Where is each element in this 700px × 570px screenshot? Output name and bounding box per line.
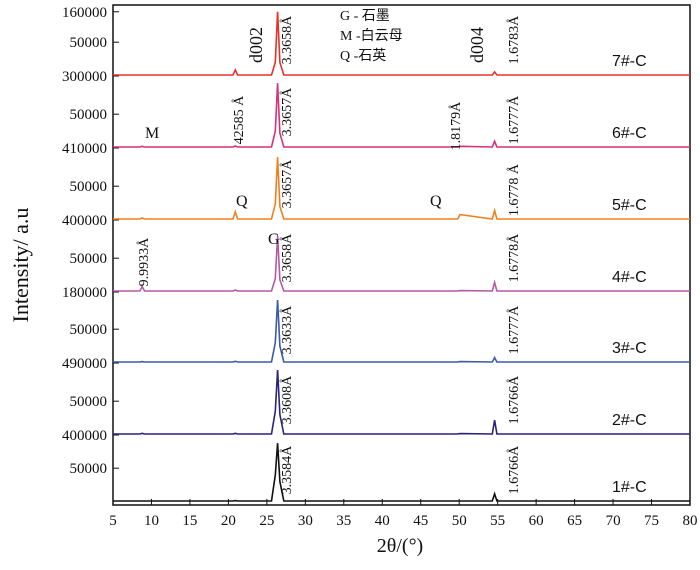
annotation: 1.6783Å	[506, 15, 522, 65]
y-tick-label: 410000	[62, 141, 107, 157]
annotation: 1.6777Å	[506, 305, 522, 355]
data-line	[113, 235, 690, 292]
x-tick-label: 40	[375, 513, 390, 529]
y-tick-label: 400000	[62, 213, 107, 229]
y-tick-label: 50000	[70, 251, 108, 267]
annotation: 1.6766Å	[506, 375, 522, 425]
x-tick-label: 30	[298, 513, 313, 529]
annotation: 3.3657Å	[279, 87, 295, 137]
data-line	[113, 443, 690, 502]
annotation: d002	[246, 27, 266, 63]
annotation: M -白云母	[340, 28, 403, 44]
data-line	[113, 157, 690, 220]
plot-frame	[112, 4, 691, 506]
y-tick-label: 160000	[62, 5, 107, 21]
annotation: 3.3584Å	[279, 445, 295, 495]
x-tick-label: 50	[452, 513, 467, 529]
y-tick-label: 180000	[62, 285, 107, 301]
data-line	[113, 300, 690, 363]
y-tick-label: 490000	[62, 356, 107, 372]
annotation: Q	[236, 193, 248, 210]
annotation: d004	[467, 27, 487, 63]
series-label: 5#-C	[612, 197, 647, 214]
annotation: 3.3633Å	[279, 305, 295, 355]
x-tick-label: 35	[336, 513, 351, 529]
data-line	[113, 11, 690, 76]
series-label: 4#-C	[612, 269, 647, 286]
series-label: 1#-C	[612, 479, 647, 496]
x-tick-label: 25	[259, 513, 274, 529]
y-tick-label: 400000	[62, 428, 107, 444]
x-axis-title: 2θ/(°)	[377, 535, 423, 557]
annotation: 3.3608Å	[279, 375, 295, 425]
annotation: Q -石英	[340, 47, 386, 64]
y-tick-label: 50000	[70, 35, 108, 51]
x-tick-label: 10	[144, 513, 159, 529]
annotation: Q	[430, 193, 442, 210]
annotation: 9.9933Å	[136, 237, 152, 287]
x-tick-label: 60	[529, 513, 544, 529]
x-tick-label: 65	[567, 513, 582, 529]
series-label: 2#-C	[612, 412, 647, 429]
annotation: G - 石墨	[340, 9, 390, 24]
x-tick-label: 5	[109, 513, 117, 529]
y-tick-label: 300000	[62, 69, 107, 85]
x-tick-label: 80	[683, 513, 698, 529]
x-tick-label: 45	[413, 513, 428, 529]
annotation: 1.6778Å	[506, 233, 522, 283]
annotation: 1.6778 Å	[506, 163, 522, 216]
annotation: 1.6777Å	[506, 95, 522, 145]
y-tick-label: 50000	[70, 107, 108, 123]
annotation: 42585 Å	[231, 95, 247, 145]
y-tick-label: 50000	[70, 179, 108, 195]
annotation: 3.3658Å	[279, 15, 295, 65]
x-tick-label: 75	[644, 513, 659, 529]
y-axis-title: Intensity/ a.u	[8, 208, 33, 323]
data-line	[113, 370, 690, 435]
annotation: 1.6766Å	[506, 445, 522, 495]
x-tick-label: 70	[606, 513, 621, 529]
y-tick-label: 50000	[70, 394, 108, 410]
y-tick-label: 50000	[70, 322, 108, 338]
series-label: 7#-C	[612, 53, 647, 70]
annotation: 1.8179Å	[448, 101, 464, 151]
data-line	[113, 83, 690, 148]
y-tick-label: 50000	[70, 461, 108, 477]
x-tick-label: 20	[221, 513, 236, 529]
annotation: G	[268, 231, 280, 248]
series-label: 3#-C	[612, 340, 647, 357]
series-label: 6#-C	[612, 125, 647, 142]
annotation: 3.3657Å	[279, 159, 295, 209]
annotation: 3.3658Å	[279, 233, 295, 283]
annotation: M	[145, 125, 159, 142]
x-tick-label: 15	[182, 513, 197, 529]
x-tick-label: 55	[490, 513, 505, 529]
